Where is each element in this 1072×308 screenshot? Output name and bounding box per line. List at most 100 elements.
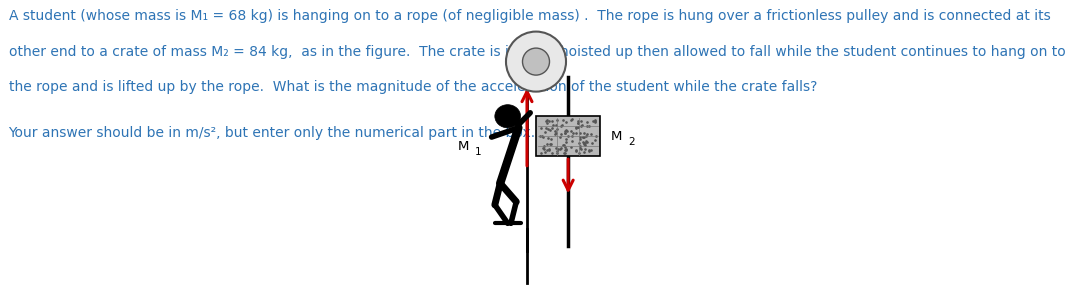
Point — [580, 123, 597, 128]
Point — [579, 132, 596, 137]
Text: 2: 2 — [628, 137, 635, 147]
Point — [536, 147, 553, 152]
Point — [578, 134, 595, 139]
Point — [536, 150, 553, 155]
Point — [542, 141, 560, 146]
Point — [557, 136, 575, 141]
Point — [533, 133, 550, 138]
Point — [564, 133, 581, 138]
Point — [584, 119, 601, 124]
Point — [550, 146, 567, 151]
Point — [575, 140, 592, 145]
Point — [576, 135, 593, 140]
Point — [556, 128, 574, 133]
Point — [544, 151, 561, 156]
Point — [538, 148, 555, 153]
Point — [544, 126, 561, 131]
Ellipse shape — [506, 32, 566, 91]
Point — [539, 127, 556, 132]
Point — [583, 148, 600, 152]
Point — [586, 118, 604, 123]
Point — [533, 125, 550, 130]
Text: other end to a crate of mass M₂ = 84 kg,  as in the figure.  The crate is initia: other end to a crate of mass M₂ = 84 kg,… — [9, 45, 1066, 59]
Text: A student (whose mass is M₁ = 68 kg) is hanging on to a rope (of negligible mass: A student (whose mass is M₁ = 68 kg) is … — [9, 9, 1051, 23]
Point — [553, 123, 570, 128]
Point — [549, 150, 566, 155]
Point — [540, 146, 557, 151]
Point — [575, 140, 592, 145]
Point — [556, 148, 574, 152]
Point — [572, 124, 590, 129]
Point — [557, 146, 575, 151]
Point — [564, 131, 581, 136]
Point — [579, 124, 596, 129]
Point — [571, 146, 589, 151]
Point — [554, 117, 571, 122]
Text: the rope and is lifted up by the rope.  What is the magnitude of the acceleratio: the rope and is lifted up by the rope. W… — [9, 80, 817, 94]
Text: M: M — [458, 140, 468, 153]
Point — [547, 145, 564, 150]
Point — [576, 140, 593, 145]
Bar — [536, 116, 600, 156]
Point — [559, 128, 576, 133]
Point — [557, 140, 575, 145]
Point — [544, 119, 561, 124]
Point — [537, 125, 554, 130]
Point — [541, 119, 559, 124]
Point — [556, 144, 574, 149]
Point — [548, 126, 565, 131]
Point — [547, 132, 564, 137]
Point — [563, 144, 580, 149]
Ellipse shape — [495, 105, 521, 128]
Point — [556, 131, 574, 136]
Point — [569, 120, 586, 125]
Point — [531, 133, 548, 138]
Point — [563, 128, 580, 133]
Point — [576, 150, 593, 155]
Point — [560, 134, 577, 139]
Point — [580, 147, 597, 152]
Point — [551, 134, 568, 139]
Point — [572, 119, 590, 124]
Point — [569, 121, 586, 126]
Point — [556, 151, 574, 156]
Point — [586, 120, 604, 125]
Point — [552, 145, 569, 150]
Point — [548, 130, 565, 135]
Ellipse shape — [522, 48, 550, 75]
Point — [571, 131, 589, 136]
Point — [557, 148, 575, 152]
Point — [554, 143, 571, 148]
Point — [541, 128, 559, 133]
Point — [575, 135, 592, 140]
Point — [586, 137, 604, 142]
Point — [553, 122, 570, 127]
Point — [540, 147, 557, 152]
Text: M: M — [611, 130, 623, 143]
Point — [576, 146, 593, 151]
Point — [556, 142, 574, 147]
Point — [579, 119, 596, 124]
Point — [539, 136, 556, 141]
Point — [587, 134, 605, 139]
Point — [578, 139, 595, 144]
Point — [532, 151, 549, 156]
Point — [571, 137, 589, 142]
Point — [542, 137, 560, 142]
Point — [534, 146, 551, 151]
Point — [572, 147, 590, 152]
Point — [545, 122, 562, 127]
Point — [552, 132, 569, 137]
Point — [586, 119, 604, 124]
Point — [571, 143, 589, 148]
Point — [536, 143, 553, 148]
Point — [570, 151, 587, 156]
Point — [583, 141, 600, 146]
Point — [569, 124, 586, 129]
Point — [548, 123, 565, 128]
Point — [574, 122, 591, 127]
Point — [576, 142, 593, 147]
Point — [567, 148, 584, 153]
Point — [539, 118, 556, 123]
Point — [571, 134, 589, 139]
